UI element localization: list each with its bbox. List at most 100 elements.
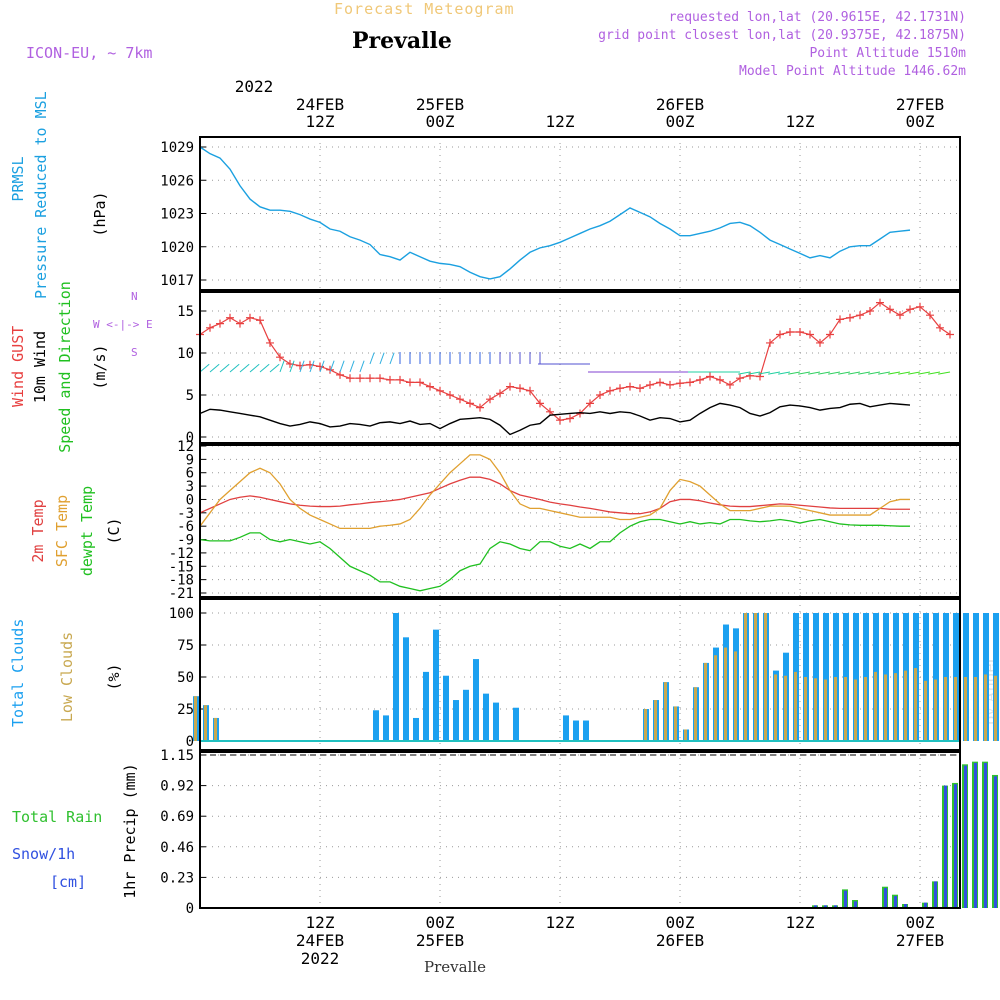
low-cloud-bar — [994, 675, 997, 741]
gust-marker — [276, 353, 284, 362]
y-tick-label: 5 — [186, 388, 194, 404]
gust-marker — [426, 382, 434, 391]
gust-marker — [826, 330, 834, 339]
snow-bar — [904, 904, 907, 908]
low-cloud-bar — [734, 651, 737, 741]
low-cloud-bar — [984, 674, 987, 741]
wind-arrow — [259, 363, 270, 373]
low-cloud-bar — [844, 677, 847, 741]
gust-marker — [206, 323, 214, 332]
wind-arrow — [329, 360, 335, 373]
y-tick-label: -9 — [177, 533, 194, 549]
gust-marker — [506, 382, 514, 391]
snow-bar — [844, 890, 847, 908]
low-cloud-bar — [654, 700, 657, 741]
low-cloud-bar — [854, 679, 857, 741]
low-cloud-bar — [764, 613, 767, 741]
gust-marker — [476, 403, 484, 412]
gust-marker — [626, 382, 634, 391]
gust-marker — [896, 311, 904, 320]
total-cloud-bar — [443, 675, 449, 741]
gust-marker — [496, 389, 504, 398]
gust-marker — [796, 328, 804, 336]
bottom-hour-label: 00Z — [666, 913, 695, 932]
total-cloud-bar — [573, 720, 579, 741]
gust-line — [199, 301, 951, 421]
wind-arrow — [199, 363, 210, 373]
low-cloud-bar — [684, 729, 687, 741]
low-cloud-bar — [784, 675, 787, 741]
total-cloud-bar — [423, 671, 429, 741]
wind-arrow — [898, 371, 911, 375]
gust-marker — [246, 313, 254, 322]
bottom-date-label: 26FEB — [656, 931, 704, 950]
low-cloud-bar — [774, 674, 777, 741]
y-tick-label: 1017 — [160, 273, 194, 289]
gust-marker — [516, 384, 524, 393]
y-tick-label: 25 — [177, 702, 194, 718]
low-cloud-bar — [214, 717, 217, 741]
gust-marker — [936, 323, 944, 332]
gust-marker — [456, 395, 464, 404]
snow-bar — [894, 896, 897, 908]
low-cloud-bar — [644, 709, 647, 741]
y-tick-label: 0.69 — [160, 809, 194, 825]
gust-marker — [366, 374, 374, 383]
point-altitude: Point Altitude 1510m — [809, 46, 966, 61]
total-cloud-bar — [933, 613, 939, 741]
top-year-label: 2022 — [235, 77, 274, 96]
snow-bar — [824, 905, 827, 908]
gust-marker — [816, 338, 824, 347]
wind-arrow — [748, 371, 761, 375]
total-cloud-bar — [483, 693, 489, 741]
wind-arrow — [818, 371, 831, 375]
y-tick-label: 15 — [177, 304, 194, 320]
wind-arrow — [768, 371, 781, 375]
snow-bar — [974, 762, 977, 908]
low-cloud-bar — [814, 678, 817, 741]
wind-arrow — [309, 360, 315, 373]
total-cloud-bar — [513, 707, 519, 741]
top-hour-label: 00Z — [666, 112, 695, 131]
wind-line — [199, 402, 911, 436]
wind-arrow — [868, 371, 881, 375]
snow-bar — [964, 765, 967, 908]
low-cloud-bar — [924, 680, 927, 741]
bottom-date-label: 24FEB — [296, 931, 344, 950]
y-tick-label: 9 — [186, 452, 194, 468]
snow-bar — [934, 881, 937, 908]
bottom-hour-label: 00Z — [906, 913, 935, 932]
gust-marker — [236, 319, 244, 328]
y-tick-label: 0.46 — [160, 840, 194, 856]
gust-marker — [536, 399, 544, 408]
y-tick-label: 0 — [186, 492, 194, 508]
y-tick-label: 1026 — [160, 173, 194, 189]
low-cloud-bar — [914, 668, 917, 741]
requested-coords: requested lon,lat (20.9615E, 42.1731N) — [668, 10, 966, 25]
pressure-line — [199, 146, 911, 280]
low-cloud-bar — [864, 677, 867, 741]
bottom-hour-label: 12Z — [786, 913, 815, 932]
gust-marker — [396, 375, 404, 384]
gust-marker — [256, 316, 264, 325]
wind-arrow — [369, 352, 375, 365]
gust-marker — [436, 386, 444, 395]
low-cloud-bar — [874, 671, 877, 741]
total-cloud-bar — [373, 710, 379, 741]
low-cloud-bar — [704, 662, 707, 741]
snow-label: Snow/1h — [12, 845, 76, 863]
panel-frame — [199, 751, 961, 909]
total-cloud-bar — [583, 720, 589, 741]
snow-bar — [814, 905, 817, 908]
panel-frame — [199, 598, 961, 751]
wind-arrow — [319, 360, 325, 373]
gust-marker — [486, 395, 494, 404]
gust-marker — [666, 380, 674, 389]
top-date-label: 24FEB — [296, 95, 344, 114]
gust-marker — [316, 362, 324, 371]
gust-marker — [336, 370, 344, 379]
total-cloud-bar — [473, 659, 479, 741]
total-cloud-bar — [563, 715, 569, 741]
gust-marker — [606, 386, 614, 395]
wind-arrow — [858, 371, 871, 375]
